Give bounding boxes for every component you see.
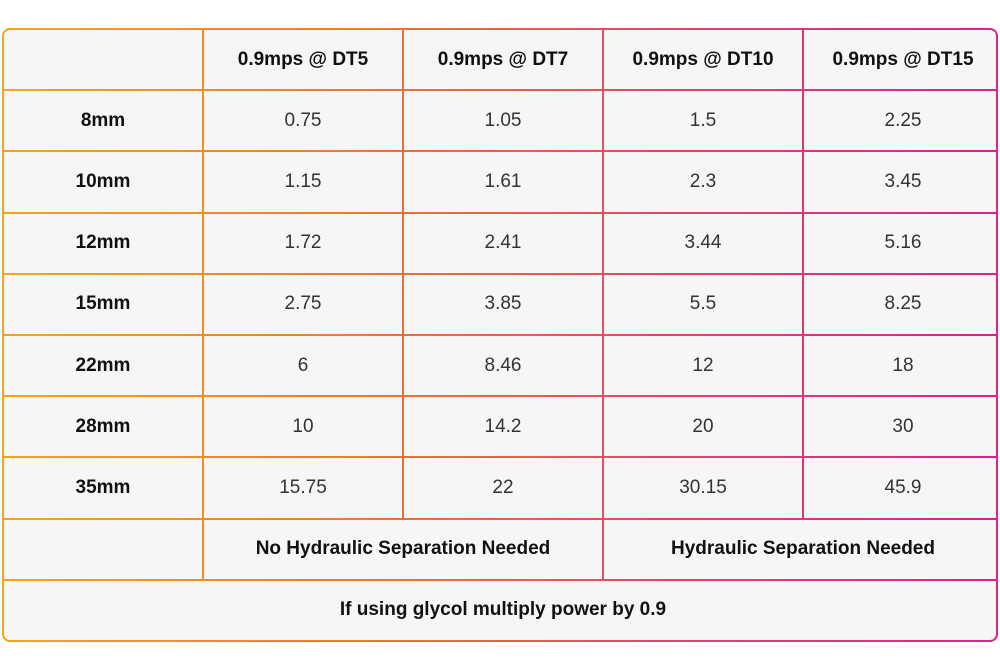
table-cell: 1.15 (204, 152, 402, 212)
table-cell: 8.25 (804, 274, 996, 334)
table-cell: 12 (604, 336, 802, 396)
table-cell: 0.75 (204, 91, 402, 151)
header-dt5: 0.9mps @ DT5 (204, 30, 402, 90)
table-cell: 30.15 (604, 458, 802, 518)
table-cell: 3.85 (404, 274, 602, 334)
table-cell: 2.75 (204, 274, 402, 334)
row-label-35mm: 35mm (4, 458, 202, 518)
row-label-10mm: 10mm (4, 152, 202, 212)
table-frame: 0.9mps @ DT5 0.9mps @ DT7 0.9mps @ DT10 … (2, 28, 998, 642)
table-cell: 3.44 (604, 213, 802, 273)
table-cell: 2.3 (604, 152, 802, 212)
pipe-power-table: 0.9mps @ DT5 0.9mps @ DT7 0.9mps @ DT10 … (4, 30, 996, 640)
header-dt10: 0.9mps @ DT10 (604, 30, 802, 90)
table-cell: 5.16 (804, 213, 996, 273)
table-cell: 45.9 (804, 458, 996, 518)
table-cell: 8.46 (404, 336, 602, 396)
table-cell: 6 (204, 336, 402, 396)
header-dt15: 0.9mps @ DT15 (804, 30, 996, 90)
table-cell: 20 (604, 397, 802, 457)
separation-row-empty-cell (4, 519, 202, 579)
header-dt7: 0.9mps @ DT7 (404, 30, 602, 90)
table-cell: 10 (204, 397, 402, 457)
table-cell: 1.5 (604, 91, 802, 151)
table-cell: 3.45 (804, 152, 996, 212)
hydraulic-separation-cell: Hydraulic Separation Needed (604, 519, 996, 579)
table-cell: 1.61 (404, 152, 602, 212)
table-cell: 1.72 (204, 213, 402, 273)
row-label-28mm: 28mm (4, 397, 202, 457)
glycol-note: If using glycol multiply power by 0.9 (4, 580, 996, 640)
row-label-8mm: 8mm (4, 91, 202, 151)
table-cell: 30 (804, 397, 996, 457)
table-cell: 15.75 (204, 458, 402, 518)
table-cell: 5.5 (604, 274, 802, 334)
no-hydraulic-separation-cell: No Hydraulic Separation Needed (204, 519, 602, 579)
row-label-12mm: 12mm (4, 213, 202, 273)
table-cell: 22 (404, 458, 602, 518)
table-cell: 1.05 (404, 91, 602, 151)
header-corner-cell (4, 30, 202, 90)
row-label-22mm: 22mm (4, 336, 202, 396)
row-label-15mm: 15mm (4, 274, 202, 334)
table-cell: 2.25 (804, 91, 996, 151)
table-cell: 14.2 (404, 397, 602, 457)
table-cell: 2.41 (404, 213, 602, 273)
table-cell: 18 (804, 336, 996, 396)
